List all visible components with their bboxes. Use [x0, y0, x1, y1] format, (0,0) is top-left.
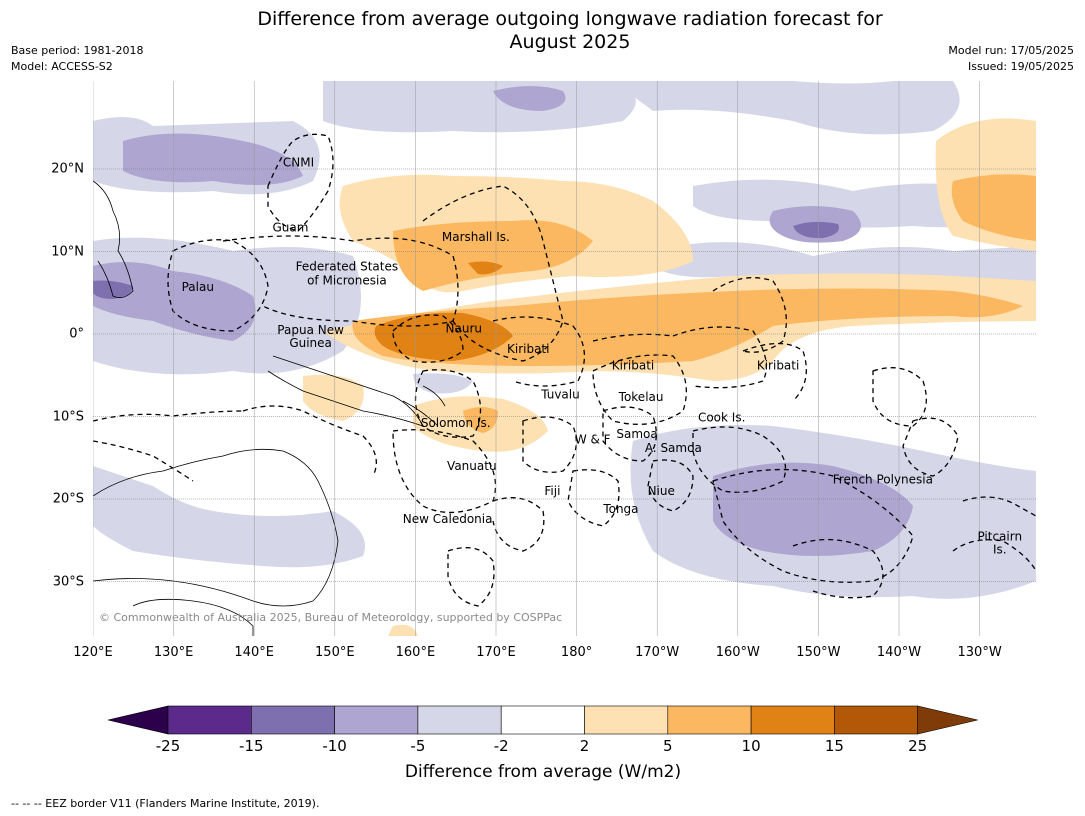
longitude-tick-label: 120°E [73, 645, 113, 660]
base-period: Base period: 1981-2018 [11, 44, 144, 57]
colorbar-tick-label: -15 [239, 737, 264, 755]
longitude-tick-label: 170°E [476, 645, 516, 660]
longitude-tick-label: 130°W [957, 645, 1002, 660]
region-label: Vanuatu [447, 459, 497, 473]
colorbar-tick-label: 5 [663, 737, 673, 755]
colorbar-segment [750, 705, 835, 735]
colorbar-tick-label: 15 [824, 737, 844, 755]
longitude-tick-label: 180° [560, 645, 593, 660]
latitude-tick-label: 20°S [52, 491, 84, 507]
region-label: Niue [648, 484, 675, 498]
colorbar-tick-label: -10 [322, 737, 347, 755]
region-label: Tuvalu [540, 387, 580, 401]
region-label: Pitcairn [977, 529, 1022, 543]
longitude-tick-label: 160°E [395, 645, 436, 660]
colorbar-segment [584, 705, 669, 735]
region-label: CNMI [283, 156, 314, 170]
region-label: Marshall Is. [442, 230, 510, 244]
colorbar [107, 705, 978, 735]
map-title: Difference from average outgoing longwav… [170, 8, 970, 54]
region-label: Fiji [544, 484, 560, 498]
region-label: Guam [272, 221, 308, 235]
copyright-notice: © Commonwealth of Australia 2025, Bureau… [99, 611, 562, 624]
region-label: Federated States [296, 259, 398, 273]
region-label: French Polynesia [833, 472, 933, 486]
gridlines [93, 81, 1036, 636]
region-label: Palau [182, 280, 214, 294]
colorbar-tick-label: -5 [410, 737, 426, 755]
eez-legend-note: -- -- -- EEZ border V11 (Flanders Marine… [11, 797, 320, 810]
region-label: Papua New [277, 323, 344, 337]
colorbar-extend-high [917, 705, 978, 735]
region-label: Samoa [616, 427, 657, 441]
longitude-tick-label: 160°W [715, 645, 760, 660]
colorbar-segment [834, 705, 919, 735]
region-label: Nauru [446, 321, 482, 335]
anomaly-band-minus15 [93, 221, 839, 299]
anomaly-band-plus5 [352, 174, 1036, 433]
colorbar-tick-label: 10 [741, 737, 761, 755]
region-label: Is. [993, 542, 1007, 556]
colorbar-title: Difference from average (W/m2) [404, 762, 682, 782]
longitude-tick-label: 150°E [315, 645, 355, 660]
colorbar-segment [500, 705, 585, 735]
model-name: Model: ACCESS-S2 [11, 60, 113, 73]
region-label: Kiribati [507, 342, 549, 356]
region-label: Cook Is. [698, 410, 745, 424]
region-label: A. Samoa [645, 441, 702, 455]
region-label: Guinea [289, 336, 332, 350]
anomaly-band-plus10 [374, 261, 513, 361]
colorbar-segment [167, 705, 252, 735]
region-label: Kiribati [612, 358, 654, 372]
longitude-tick-label: 170°W [635, 645, 680, 660]
region-label: Tokelau [618, 390, 664, 404]
colorbar-tick-label: -25 [155, 737, 181, 755]
colorbar-segment [334, 705, 419, 735]
meta-left: Base period: 1981-2018 Model: ACCESS-S2 [11, 43, 143, 75]
longitude-tick-label: 140°E [234, 645, 274, 660]
latitude-tick-label: 10°N [51, 244, 84, 259]
region-label: of Micronesia [307, 274, 387, 288]
colorbar-tick-label: 2 [579, 737, 590, 755]
longitude-tick-label: 140°W [876, 645, 922, 660]
colorbar-tick-label: 25 [908, 737, 928, 755]
colorbar-segment [251, 705, 335, 735]
title-line-1: Difference from average outgoing longwav… [257, 8, 883, 30]
latitude-tick-label: 30°S [52, 574, 84, 589]
title-line-2: August 2025 [509, 31, 631, 53]
colorbar-segment [417, 705, 502, 735]
region-label: Kiribati [757, 358, 799, 372]
model-run: Model run: 17/05/2025 [948, 44, 1074, 57]
colorbar-extend-low [107, 705, 169, 735]
region-label: W & F [575, 433, 611, 447]
meta-right: Model run: 17/05/2025 Issued: 19/05/2025 [948, 43, 1074, 75]
colorbar-tick-label: -2 [493, 737, 509, 755]
latitude-tick-label: 0° [69, 326, 84, 342]
colorbar-segment [667, 705, 752, 735]
region-label: Tonga [602, 502, 638, 516]
region-label: New Caledonia [403, 512, 493, 526]
region-label: Solomon Is. [421, 416, 491, 430]
longitude-tick-label: 130°E [153, 645, 194, 660]
latitude-tick-label: 10°S [52, 409, 84, 424]
longitude-tick-label: 150°W [796, 645, 841, 660]
latitude-tick-label: 20°N [51, 161, 84, 177]
issued-date: Issued: 19/05/2025 [967, 60, 1074, 73]
eez-borders [93, 133, 1036, 607]
anomaly-band-minus10 [93, 86, 913, 556]
